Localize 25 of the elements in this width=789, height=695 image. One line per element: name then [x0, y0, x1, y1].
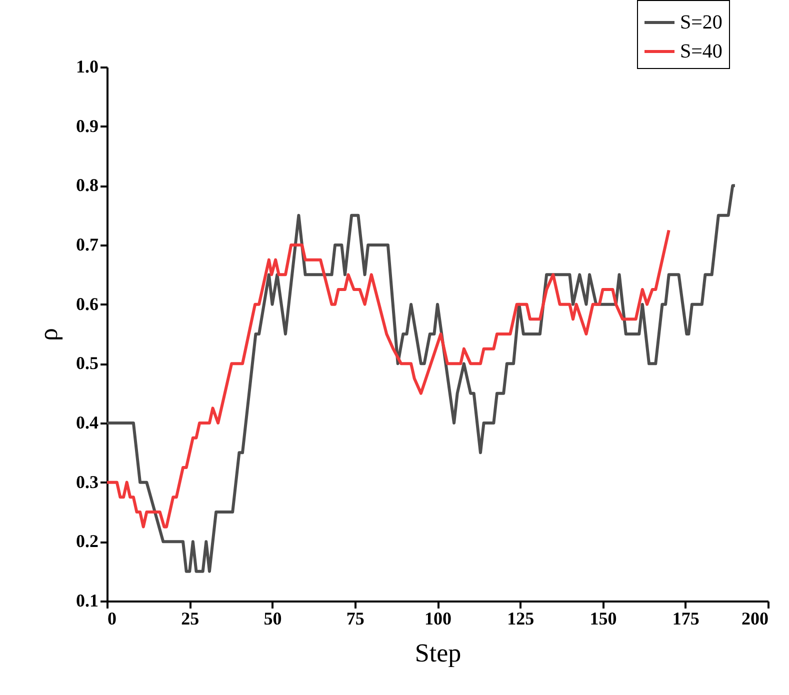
y-tick-label: 1.0: [76, 56, 98, 76]
legend-label: S=20: [680, 12, 722, 34]
y-tick-label: 0.2: [76, 531, 98, 552]
x-tick-label: 50: [264, 608, 282, 628]
x-tick-label: 100: [424, 608, 452, 628]
x-tick-label: 175: [672, 608, 700, 628]
y-axis-title: ρ: [34, 328, 63, 341]
x-tick-label: 25: [181, 608, 200, 628]
y-tick-label: 0.9: [76, 116, 98, 136]
x-axis-title: Step: [414, 638, 462, 668]
y-tick-label: 0.6: [76, 294, 98, 314]
x-tick-label: 75: [346, 608, 364, 628]
x-tick-label: 0: [108, 608, 116, 628]
x-tick-label: 125: [507, 608, 534, 628]
y-tick-label: 0.7: [76, 234, 98, 254]
y-tick-label: 0.1: [76, 590, 98, 610]
y-tick-label: 0.4: [76, 412, 98, 432]
line-series: [106, 184, 736, 573]
legend-label: S=40: [680, 40, 722, 62]
y-tick-label: 0.8: [76, 175, 98, 196]
x-tick-label: 150: [590, 608, 617, 628]
y-tick-label: 0.5: [76, 353, 98, 374]
y-tick-label: 0.3: [76, 472, 98, 492]
x-tick-label: 200: [742, 608, 768, 628]
line-series: [106, 228, 670, 528]
